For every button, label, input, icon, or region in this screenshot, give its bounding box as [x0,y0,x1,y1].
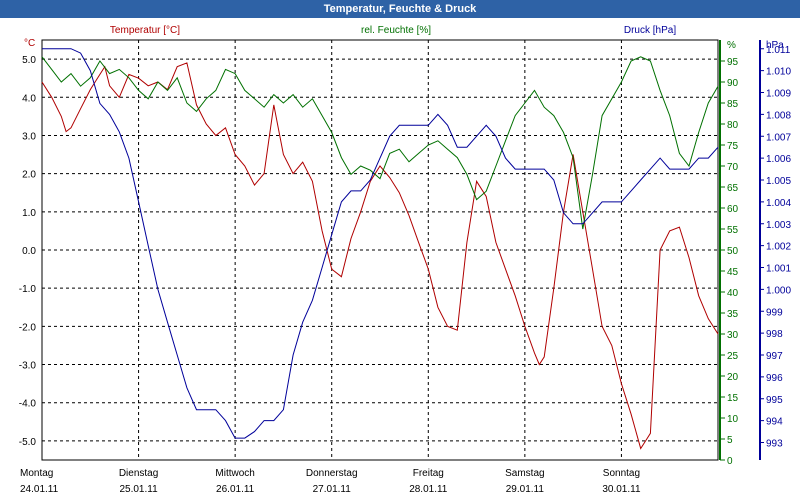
pressure-tick-label: 1.000 [766,285,791,296]
pressure-tick-label: 1.006 [766,154,791,165]
pressure-tick-label: 996 [766,373,783,384]
x-date-label: 25.01.11 [119,484,158,495]
x-day-label: Montag [20,468,53,479]
pressure-unit: hPa [766,40,784,51]
chart-title: Temperatur, Feuchte & Druck [0,0,800,18]
series-line-pressure [42,48,719,439]
temperature-tick-label: 3.0 [22,131,36,142]
pressure-tick-label: 993 [766,439,783,450]
temperature-tick-label: -2.0 [19,322,37,333]
humidity-tick-label: 5 [727,435,733,446]
x-date-label: 27.01.11 [313,484,352,495]
x-day-label: Sonntag [603,468,640,479]
pressure-tick-label: 1.007 [766,132,791,143]
pressure-tick-label: 1.011 [766,45,791,56]
x-day-label: Samstag [505,468,544,479]
pressure-tick-label: 1.009 [766,89,791,100]
humidity-tick-label: 65 [727,183,739,194]
x-day-label: Dienstag [119,468,158,479]
temperature-tick-label: 5.0 [22,55,36,66]
series-line-humidity [41,56,719,230]
pressure-tick-label: 997 [766,351,783,362]
humidity-tick-label: 0 [727,456,733,467]
temperature-tick-label: -3.0 [19,361,37,372]
x-date-label: 28.01.11 [409,484,448,495]
humidity-tick-label: 15 [727,393,739,404]
legend-temperature: Temperatur [°C] [110,25,180,36]
temperature-tick-label: 1.0 [22,208,36,219]
x-date-label: 24.01.11 [20,484,59,495]
humidity-tick-label: 35 [727,309,739,320]
humidity-unit: % [727,40,736,51]
temperature-unit: °C [24,38,35,49]
humidity-tick-label: 50 [727,246,739,257]
humidity-tick-label: 75 [727,141,739,152]
x-date-label: 30.01.11 [602,484,641,495]
x-day-label: Donnerstag [306,468,358,479]
humidity-tick-label: 10 [727,414,739,425]
x-day-label: Mittwoch [215,468,254,479]
legend-humidity: rel. Feuchte [%] [361,25,431,36]
temperature-tick-label: -5.0 [19,437,37,448]
pressure-tick-label: 1.010 [766,67,791,78]
humidity-tick-label: 55 [727,225,739,236]
humidity-tick-label: 70 [727,162,739,173]
humidity-tick-label: 25 [727,351,739,362]
humidity-tick-label: 60 [727,204,739,215]
temperature-tick-label: 2.0 [22,170,36,181]
pressure-tick-label: 995 [766,395,783,406]
pressure-tick-label: 998 [766,329,783,340]
x-day-label: Freitag [413,468,444,479]
pressure-tick-label: 1.004 [766,198,791,209]
pressure-tick-label: 994 [766,417,783,428]
humidity-tick-label: 80 [727,120,739,131]
humidity-tick-label: 95 [727,57,739,68]
humidity-tick-label: 30 [727,330,739,341]
temperature-tick-label: -4.0 [19,399,37,410]
pressure-tick-label: 1.003 [766,220,791,231]
pressure-tick-label: 1.001 [766,264,791,275]
x-date-label: 26.01.11 [216,484,255,495]
humidity-tick-label: 90 [727,78,739,89]
legend-pressure: Druck [hPa] [624,25,676,36]
humidity-tick-label: 45 [727,267,739,278]
temperature-tick-label: -1.0 [19,284,37,295]
temperature-tick-label: 4.0 [22,93,36,104]
pressure-tick-label: 1.002 [766,242,791,253]
series-line-temperature [41,62,719,450]
pressure-tick-label: 999 [766,307,783,318]
temperature-tick-label: 0.0 [22,246,36,257]
humidity-tick-label: 85 [727,99,739,110]
pressure-tick-label: 1.005 [766,176,791,187]
pressure-tick-label: 1.008 [766,110,791,121]
x-date-label: 29.01.11 [506,484,545,495]
humidity-tick-label: 40 [727,288,739,299]
humidity-tick-label: 20 [727,372,739,383]
